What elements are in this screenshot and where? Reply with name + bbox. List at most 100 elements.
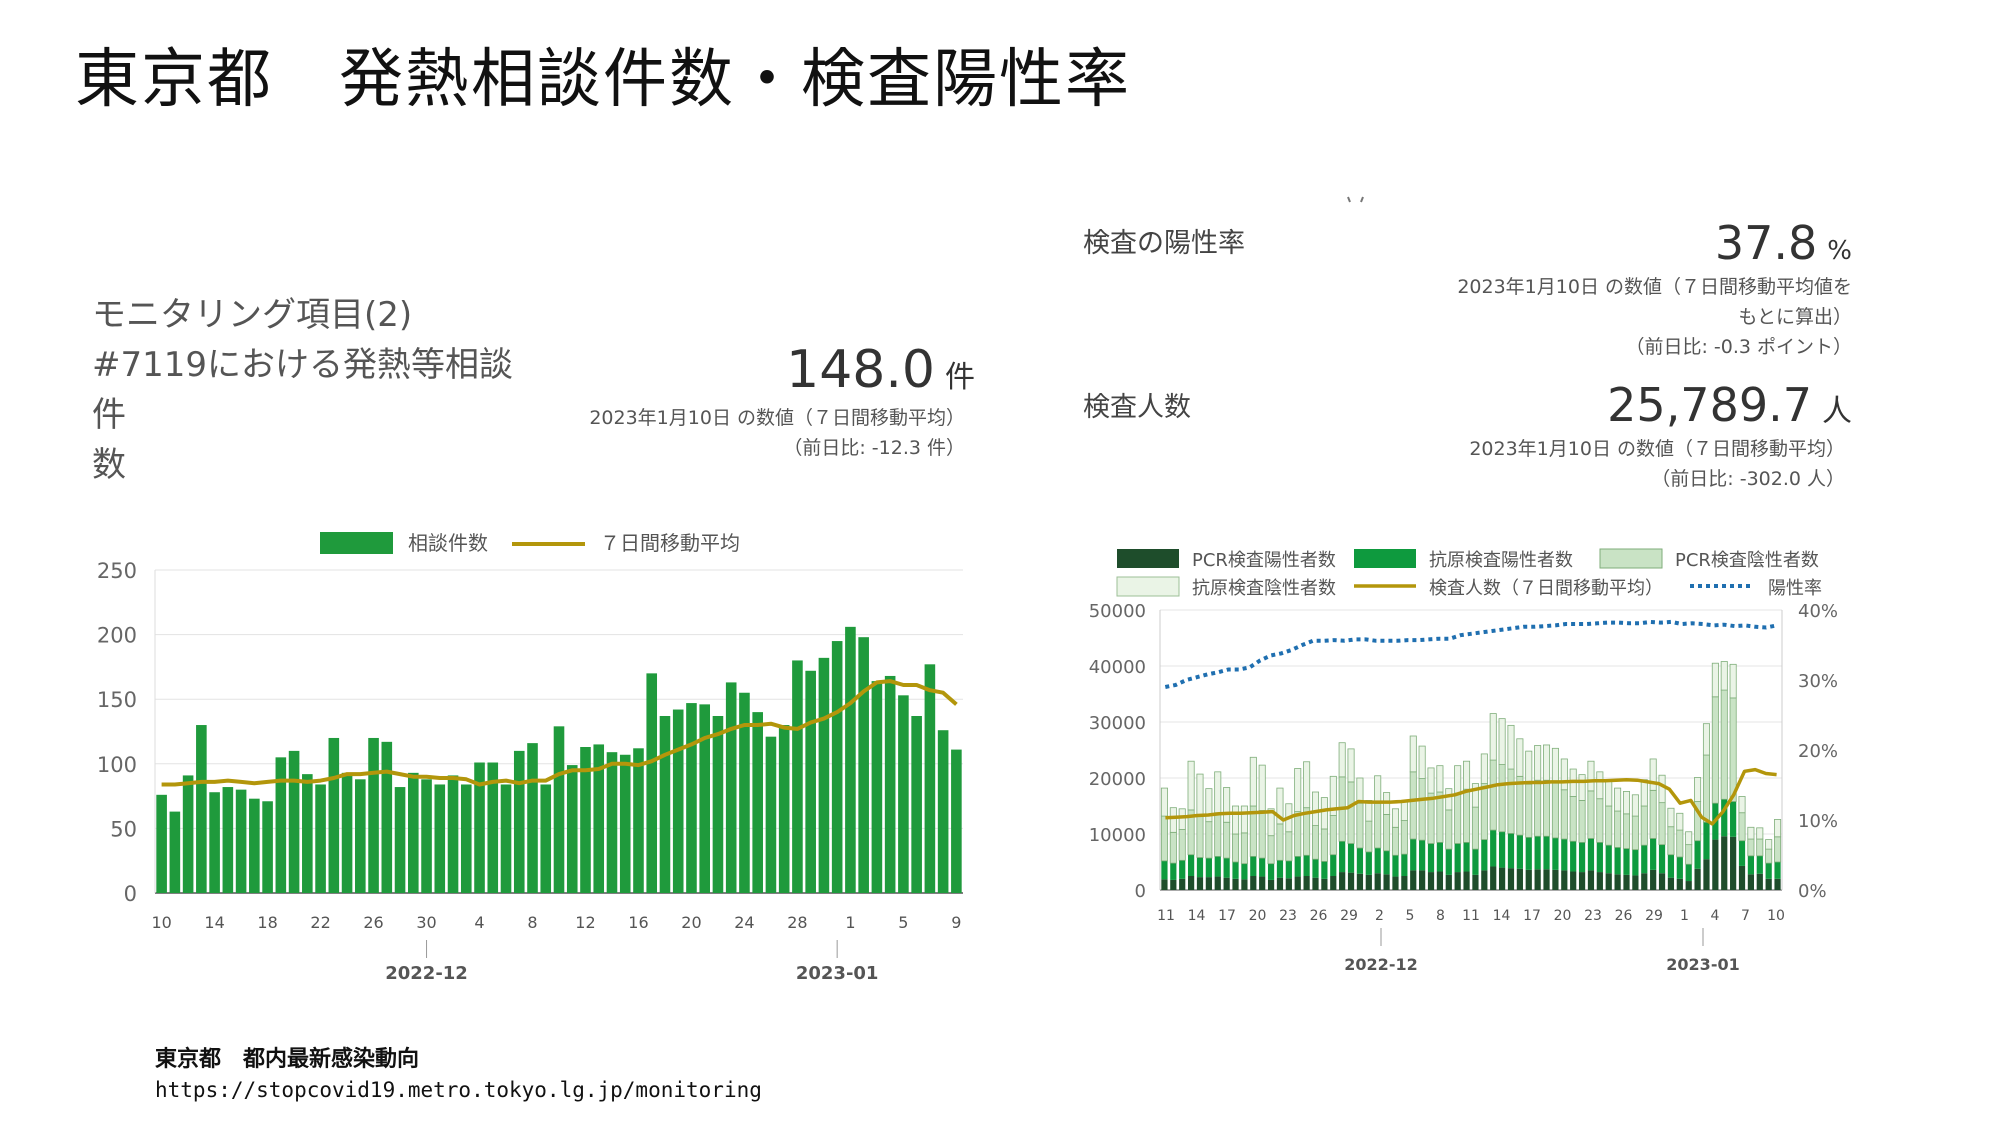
bar-antigen-negative (1738, 796, 1746, 814)
bar-antigen-positive (1427, 843, 1435, 873)
x-tick-label: 20 (681, 913, 701, 932)
bar-pcr-negative (1774, 836, 1782, 863)
source-url[interactable]: https://stopcovid19.metro.tokyo.lg.jp/mo… (155, 1078, 762, 1102)
bar-antigen-negative (1240, 805, 1248, 834)
x-tick-label: 8 (527, 913, 537, 932)
bar-antigen-negative (1578, 774, 1586, 801)
x-tick-label: 2 (1375, 908, 1384, 924)
bar-antigen-positive (1587, 838, 1595, 871)
bar-antigen-negative (1347, 748, 1355, 783)
bar-pcr-positive (1596, 872, 1603, 890)
bar (527, 743, 538, 893)
bar (355, 779, 366, 893)
tests-number: 25,789.7 (1607, 378, 1812, 432)
bar-antigen-positive (1721, 799, 1728, 837)
bar-antigen-negative (1160, 787, 1168, 817)
bar-pcr-negative (1383, 814, 1391, 852)
bar-antigen-positive (1694, 840, 1701, 869)
positivity-note-3: （前日比: -0.3 ポイント） (1625, 336, 1852, 358)
left-panel-heading: モニタリング項目(2) #7119における発熱等相談件 数 (92, 290, 532, 490)
bar-pcr-negative (1640, 805, 1648, 846)
bar-antigen-positive (1747, 855, 1755, 875)
tests-unit: 人 (1822, 394, 1852, 429)
bar-antigen-negative (1507, 724, 1515, 770)
bar-antigen-negative (1765, 839, 1773, 850)
y-tick-label: 150 (97, 688, 137, 712)
bar-pcr-negative (1702, 754, 1710, 823)
bar-pcr-negative (1720, 689, 1728, 800)
bar-pcr-positive (1667, 877, 1675, 890)
bar-antigen-positive (1241, 863, 1248, 880)
bar-antigen-negative (1543, 744, 1551, 781)
bar-antigen-positive (1730, 801, 1737, 837)
bar-pcr-positive (1578, 872, 1586, 890)
bar-pcr-positive (1747, 874, 1755, 890)
bar-antigen-negative (1249, 756, 1257, 807)
bar (460, 784, 472, 893)
legend-label-positivity-rate: 陽性率 (1768, 578, 1822, 599)
bar-antigen-negative (1338, 742, 1346, 778)
y-tick-label-right: 40% (1798, 601, 1838, 622)
bar-antigen-negative (1169, 807, 1177, 833)
bar-antigen-positive (1321, 861, 1328, 879)
consultation-note-date: 2023年1月10日 の数値（７日間移動平均） (589, 407, 965, 429)
bar-pcr-negative (1258, 810, 1266, 859)
bar-antigen-negative (1214, 771, 1222, 814)
bar-antigen-negative (1471, 783, 1479, 808)
bar-antigen-negative (1400, 800, 1408, 821)
bar-pcr-negative (1729, 697, 1737, 802)
bar-pcr-negative (1534, 779, 1542, 837)
consultation-value: 148.0 件 (786, 340, 975, 400)
x-tick-label: 18 (257, 913, 277, 932)
bar-pcr-positive (1294, 876, 1301, 890)
x-tick-label: 23 (1584, 908, 1602, 924)
y-tick-label-left: 0 (1135, 881, 1146, 902)
bar-pcr-positive (1374, 873, 1381, 890)
bar (805, 670, 816, 893)
bar-pcr-positive (1632, 875, 1639, 890)
month-label: 2022-12 (385, 963, 468, 984)
left-heading-line3: 数 (92, 445, 126, 485)
bar-pcr-negative (1294, 811, 1302, 857)
bar-pcr-negative (1596, 798, 1604, 843)
bar-antigen-positive (1738, 840, 1746, 866)
bar-pcr-positive (1223, 877, 1230, 890)
bar-antigen-negative (1320, 797, 1328, 830)
bar-antigen-positive (1774, 862, 1781, 879)
bar-pcr-negative (1543, 779, 1551, 837)
bar-pcr-positive (1267, 879, 1275, 890)
bar-pcr-negative (1285, 831, 1293, 862)
bar-pcr-negative (1667, 826, 1675, 856)
bar-antigen-positive (1765, 863, 1772, 879)
bar-pcr-positive (1676, 878, 1683, 890)
bar-antigen-positive (1498, 831, 1506, 868)
bar-pcr-negative (1711, 696, 1719, 804)
positivity-note: 2023年1月10日 の数値（７日間移動平均値を もとに算出） （前日比: -0… (1457, 272, 1852, 362)
bar-antigen-positive (1347, 843, 1355, 873)
bar-pcr-negative (1471, 806, 1479, 850)
bar-antigen-negative (1374, 775, 1382, 804)
x-tick-label: 29 (1340, 908, 1358, 924)
consultation-note: 2023年1月10日 の数値（７日間移動平均） （前日比: -12.3 件） (589, 403, 965, 463)
bar (447, 775, 459, 893)
month-label: 2022-12 (1344, 955, 1417, 974)
bar-pcr-negative (1169, 831, 1177, 864)
x-tick-label: 26 (1310, 908, 1328, 924)
x-tick-label: 14 (204, 913, 224, 932)
bar-antigen-negative (1276, 787, 1284, 825)
bar-pcr-negative (1605, 805, 1613, 846)
bar-antigen-positive (1543, 836, 1550, 870)
bar-pcr-negative (1454, 792, 1462, 844)
x-tick-label: 14 (1188, 908, 1206, 924)
bar-antigen-positive (1490, 830, 1497, 867)
bar-pcr-positive (1703, 859, 1710, 890)
bar-pcr-positive (1712, 839, 1719, 890)
bar-pcr-negative (1614, 810, 1622, 848)
bar-pcr-positive (1241, 879, 1248, 890)
positivity-unit: % (1827, 236, 1852, 266)
bar-antigen-negative (1658, 774, 1666, 804)
cropped-mark (1347, 196, 1364, 203)
bar-antigen-negative (1436, 765, 1444, 793)
bar-pcr-positive (1383, 874, 1390, 890)
